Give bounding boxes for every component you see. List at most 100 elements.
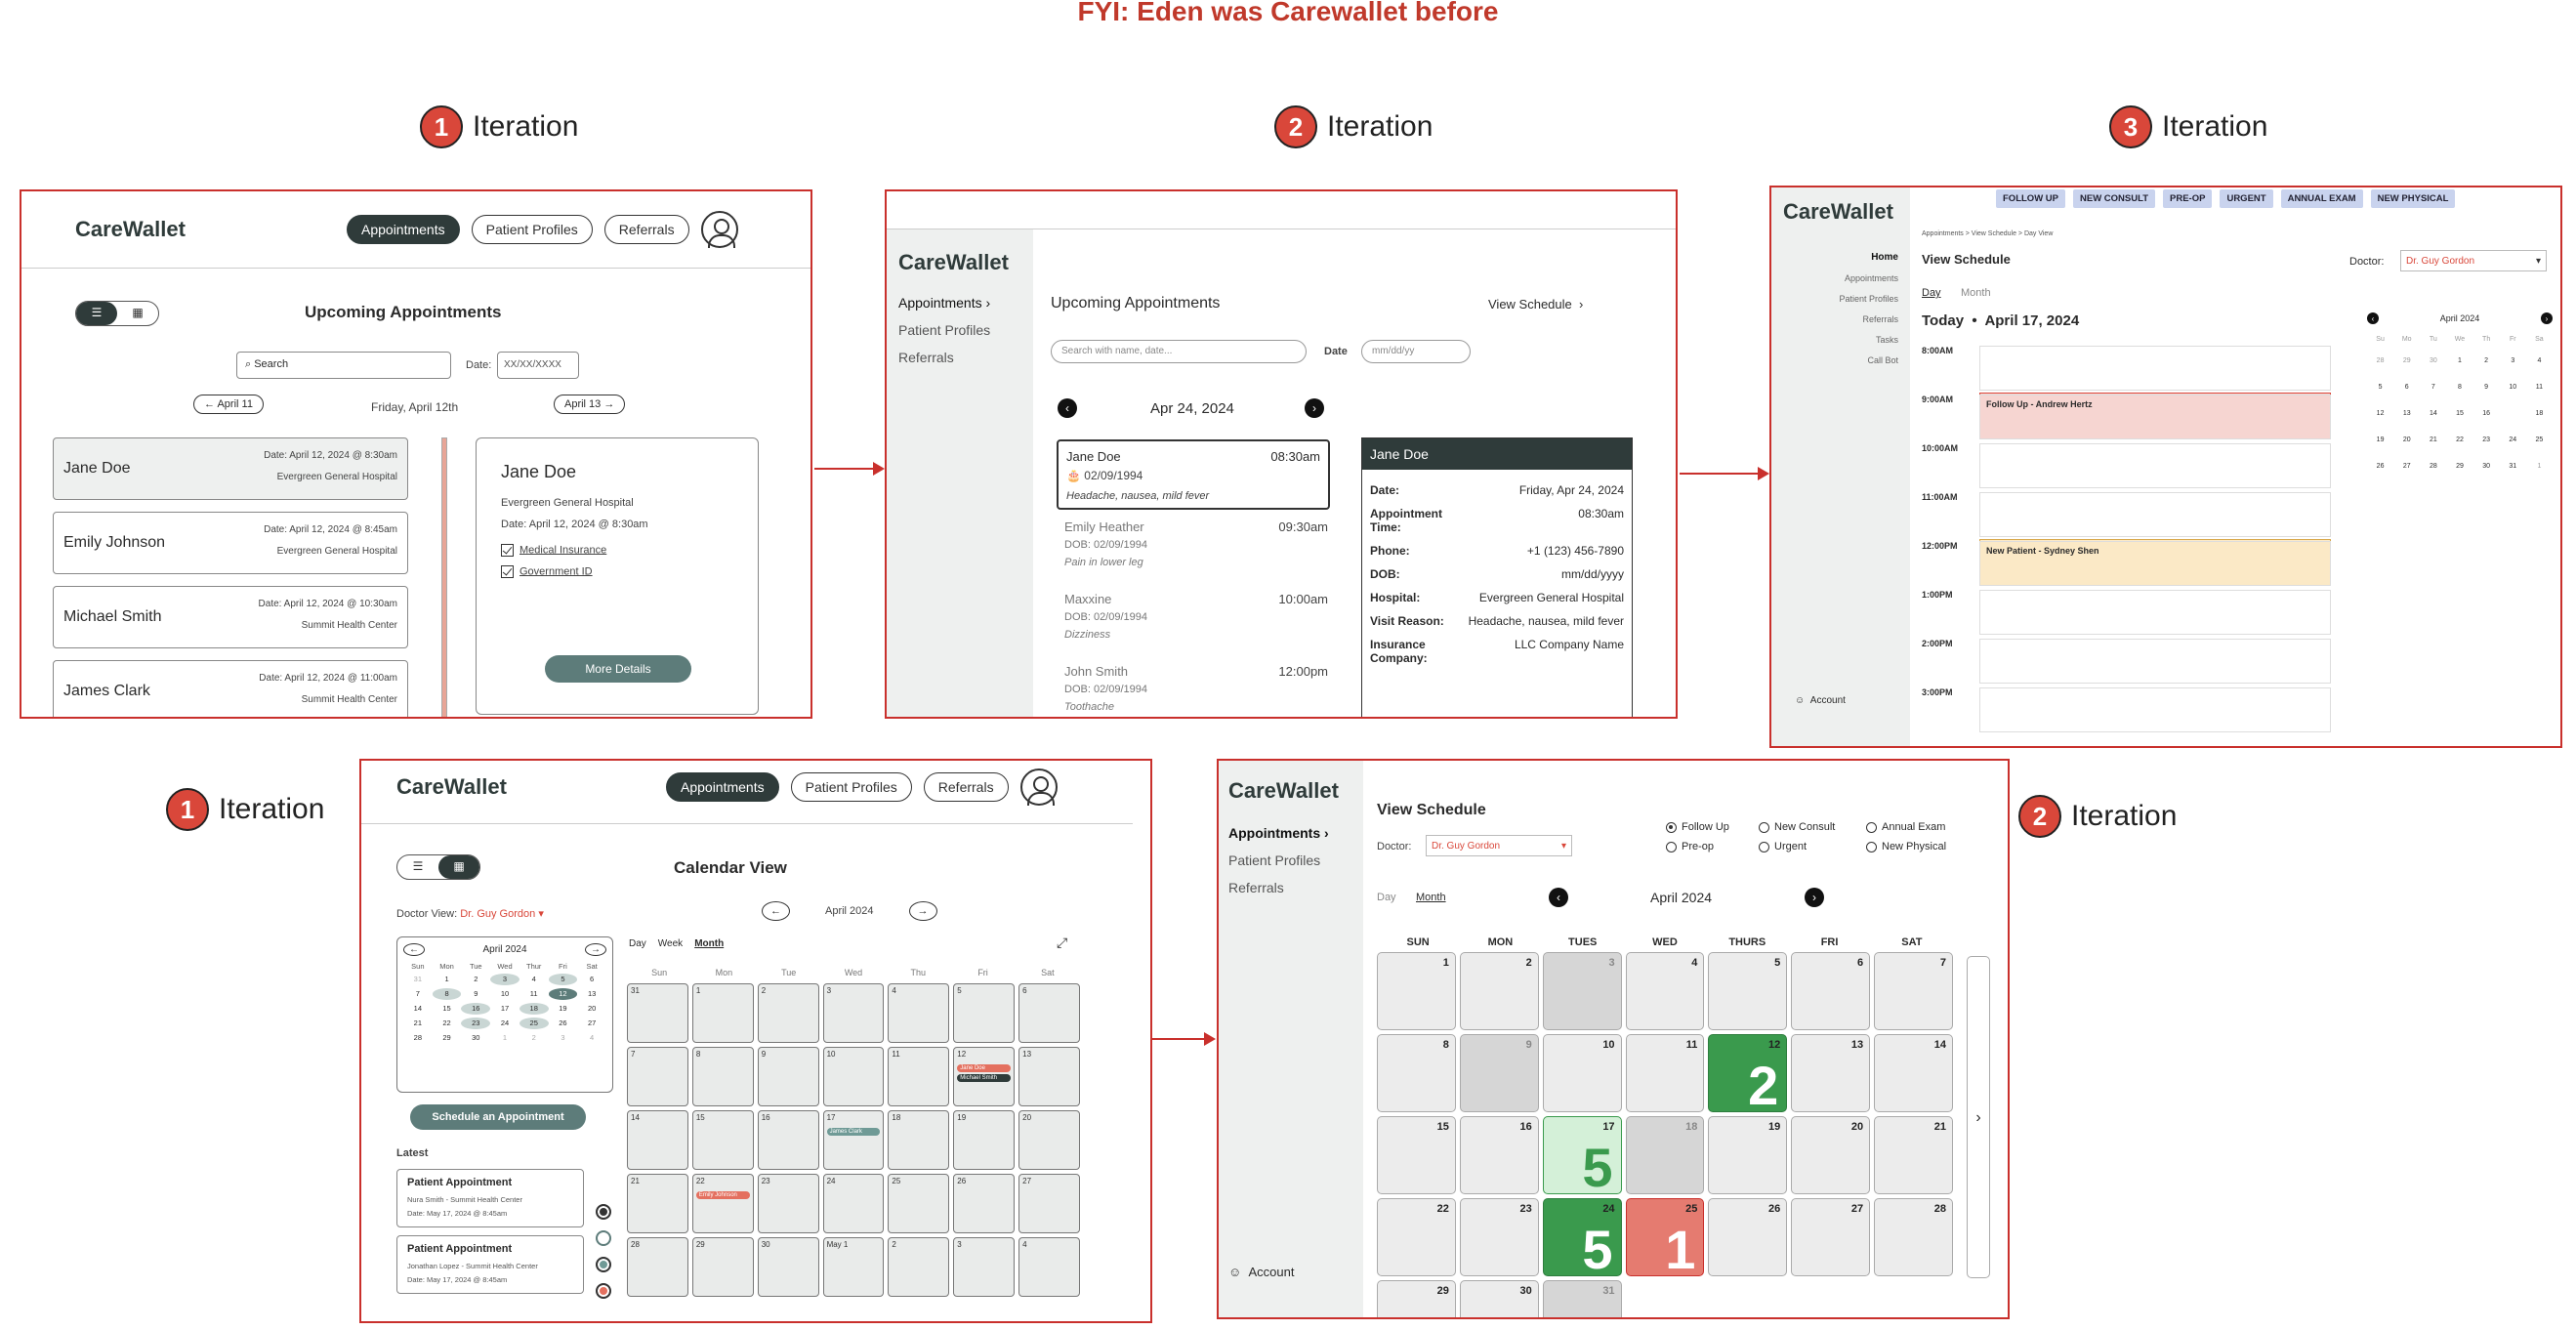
account-link[interactable]: ☺ Account (1228, 1265, 1295, 1279)
calendar-day[interactable]: 14 (627, 1110, 688, 1170)
calendar-day[interactable]: 18 (888, 1110, 950, 1170)
mini-day[interactable]: 16 (461, 1003, 491, 1015)
mini-day[interactable]: 15 (442, 1004, 451, 1013)
calendar-day[interactable]: 24 5 (1542, 1198, 1622, 1280)
avatar-icon[interactable] (1019, 769, 1058, 806)
latest-card[interactable]: Patient Appointment Jonathan Lopez - Summ… (396, 1235, 584, 1294)
calendar-day[interactable]: 26 (953, 1174, 1016, 1233)
event-follow-up[interactable]: Follow Up - Andrew Hertz (1979, 393, 2331, 439)
doc-government-id[interactable]: Government ID (501, 565, 593, 578)
nav-referrals[interactable]: Referrals (898, 350, 954, 365)
calendar-day[interactable]: 28 (1874, 1198, 1953, 1276)
mini-day[interactable]: 5 (2378, 384, 2383, 391)
latest-card[interactable]: Patient Appointment Nura Smith - Summit H… (396, 1169, 584, 1227)
mini-day[interactable]: 10 (500, 989, 510, 998)
calendar-day[interactable]: 10 (1542, 1034, 1622, 1112)
expand-icon[interactable]: ⤢ (1057, 935, 1068, 950)
mini-day[interactable]: 13 (587, 989, 597, 998)
next-arrow-icon[interactable]: › (1967, 956, 1990, 1278)
nav-appointments[interactable]: Appointments › (1228, 825, 1329, 841)
filter-tag[interactable]: NEW PHYSICAL (2370, 189, 2456, 208)
calendar-day[interactable]: 8 (1377, 1034, 1456, 1112)
calendar-day[interactable]: 5 (1708, 952, 1788, 1030)
search-input[interactable]: ⌕ Search (236, 352, 451, 379)
calendar-day[interactable]: 11 (1625, 1034, 1705, 1112)
time-slot[interactable] (1979, 395, 2331, 439)
calendar-day[interactable]: 15 (1377, 1116, 1456, 1194)
nav-patient-profiles[interactable]: Patient Profiles (471, 215, 593, 244)
filter-radio[interactable]: Pre-op (1666, 841, 1759, 852)
mini-day[interactable]: 11 (529, 989, 538, 998)
time-slot[interactable] (1979, 492, 2331, 537)
mini-day[interactable]: 31 (413, 975, 423, 983)
calendar-day[interactable]: 17 James Clark (822, 1110, 885, 1170)
date-input[interactable]: mm/dd/yy (1361, 340, 1471, 363)
mini-day[interactable]: 11 (2535, 384, 2544, 391)
avatar-icon[interactable] (700, 211, 738, 248)
calendar-day[interactable]: 19 (953, 1110, 1016, 1170)
calendar-day[interactable]: 13 (1791, 1034, 1871, 1112)
mini-day[interactable]: 25 (2535, 436, 2544, 443)
mini-day[interactable]: 22 (442, 1018, 451, 1027)
mini-day[interactable]: 2 (2484, 357, 2489, 364)
calendar-day[interactable]: 7 (627, 1047, 688, 1106)
prev-day-button[interactable]: ← April 11 (193, 395, 264, 414)
calendar-day[interactable]: 11 (888, 1047, 950, 1106)
calendar-day[interactable]: 4 (888, 983, 950, 1043)
scrollbar[interactable] (441, 437, 447, 717)
calendar-day[interactable]: 23 (757, 1174, 819, 1233)
calendar-day[interactable]: 29 (691, 1237, 754, 1297)
filter-tag[interactable]: ANNUAL EXAM (2280, 189, 2363, 208)
mini-day[interactable]: 18 (2535, 410, 2544, 417)
calendar-day[interactable]: 25 1 (1625, 1198, 1705, 1280)
mini-day[interactable]: 3 (561, 1033, 565, 1042)
mini-day[interactable]: 30 (472, 1033, 480, 1042)
calendar-day[interactable]: 2 (1459, 952, 1539, 1030)
mini-prev-button[interactable]: ← (403, 943, 425, 956)
tab-day[interactable]: Day (1377, 892, 1396, 903)
mini-day[interactable]: 24 (500, 1018, 510, 1027)
mini-day[interactable]: 30 (2429, 357, 2437, 364)
mini-day[interactable]: 9 (474, 989, 478, 998)
calendar-day[interactable]: 9 (757, 1047, 819, 1106)
calendar-day[interactable]: 12 Jane Doe Michael Smith (953, 1047, 1016, 1106)
nav-appointments[interactable]: Appointments (347, 215, 460, 244)
time-slot[interactable] (1979, 443, 2331, 488)
sidebar-item[interactable]: Home (1871, 252, 1898, 263)
mini-day[interactable]: 24 (2509, 436, 2517, 443)
calendar-day[interactable]: 10 (822, 1047, 885, 1106)
mini-day[interactable]: 14 (413, 1004, 423, 1013)
mini-day[interactable]: 29 (442, 1033, 451, 1042)
filter-radio[interactable]: New Physical (1866, 841, 1974, 852)
mini-day[interactable] (2500, 410, 2526, 436)
mini-day[interactable]: 1 (502, 1033, 508, 1042)
prev-month-button[interactable]: ← (762, 901, 790, 921)
calendar-day[interactable]: 16 (1459, 1116, 1539, 1194)
nav-appointments[interactable]: Appointments (666, 772, 779, 802)
calendar-day[interactable]: 2 (888, 1237, 950, 1297)
calendar-day[interactable]: 14 (1874, 1034, 1953, 1112)
calendar-day[interactable]: 26 (1708, 1198, 1788, 1276)
filter-radio[interactable]: New Consult (1759, 821, 1866, 833)
view-tabs[interactable]: Day Week Month (629, 938, 724, 949)
view-toggle[interactable]: ☰ ▦ (75, 301, 159, 326)
mini-day[interactable]: 26 (559, 1018, 567, 1027)
calendar-day[interactable]: 12 2 (1708, 1034, 1788, 1116)
view-schedule-link[interactable]: View Schedule › (1488, 297, 1584, 312)
mini-day[interactable]: 14 (2429, 410, 2437, 417)
mini-next-button[interactable]: › (2541, 312, 2553, 324)
appointment-selected[interactable]: Jane Doe 08:30am 🎂 02/09/1994 Headache, … (1057, 439, 1330, 510)
mini-day[interactable]: 27 (2402, 463, 2411, 470)
appointment-card[interactable]: Emily Johnson Date: April 12, 2024 @ 8:45… (53, 512, 408, 574)
calendar-day[interactable]: 23 (1459, 1198, 1539, 1276)
mini-day[interactable]: 26 (2376, 463, 2385, 470)
mini-day[interactable]: 8 (432, 988, 462, 1000)
appointment-item[interactable]: Maxxine 10:00am DOB: 02/09/1994 Dizziness (1064, 592, 1328, 641)
calendar-day[interactable]: 17 5 (1542, 1116, 1622, 1198)
appointment-item[interactable]: Emily Heather 09:30am DOB: 02/09/1994 Pain … (1064, 520, 1328, 568)
view-toggle[interactable]: ☰ ▦ (396, 854, 480, 880)
mini-day[interactable]: 29 (2402, 357, 2411, 364)
mini-day[interactable]: 18 (519, 1003, 549, 1015)
calendar-day[interactable]: 7 (1874, 952, 1953, 1030)
sidebar-item[interactable]: Referrals (1862, 314, 1898, 324)
